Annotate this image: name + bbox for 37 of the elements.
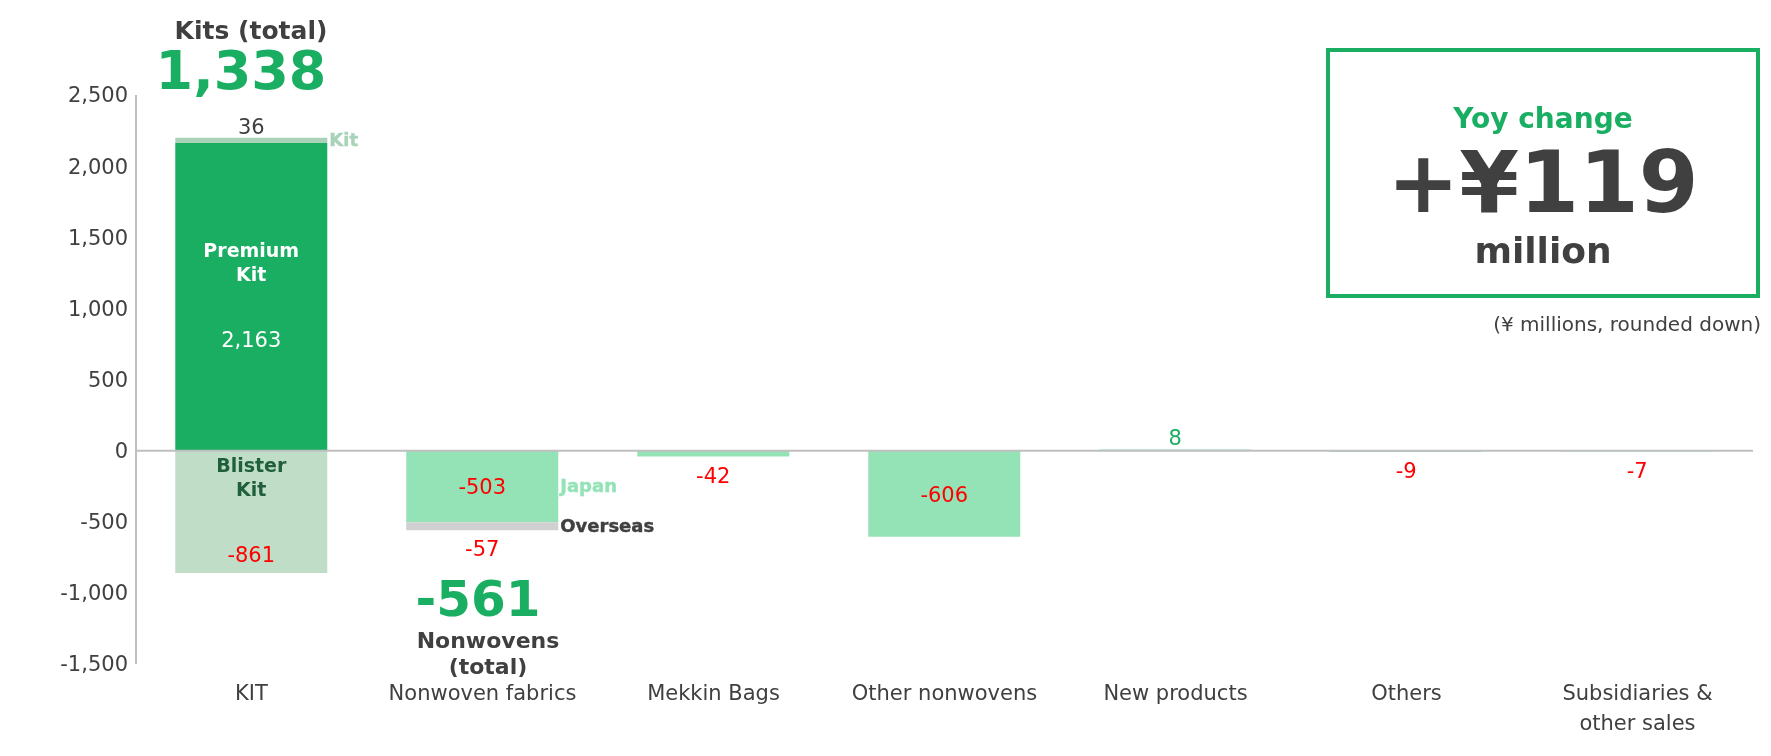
annotation: Yoy change — [1452, 102, 1634, 135]
y-tick-label: -1,500 — [60, 652, 128, 677]
data-label: -9 — [1395, 458, 1417, 483]
series-label: Overseas — [560, 515, 655, 537]
series-label: Kit — [329, 129, 359, 151]
x-tick-label: Other nonwovens — [851, 681, 1038, 705]
data-label: -503 — [458, 475, 507, 500]
y-tick-label: 2,500 — [67, 83, 128, 108]
x-tick-label: Subsidiaries & other sales — [1562, 681, 1713, 735]
x-tick-label: Nonwoven fabrics — [388, 681, 577, 705]
annotation: Nonwovens (total) — [415, 628, 561, 681]
series-label: Premium Kit — [203, 238, 300, 285]
x-tick-label: KIT — [235, 681, 269, 705]
x-tick-label: Others — [1371, 681, 1442, 705]
annotation: million — [1473, 229, 1613, 271]
y-tick-label: 2,000 — [67, 154, 128, 179]
y-tick-label: 1,000 — [67, 296, 128, 321]
data-label: -42 — [696, 463, 731, 488]
x-tick-label: New products — [1103, 681, 1248, 705]
text: Kits (total) — [173, 16, 329, 45]
data-label: 2,163 — [221, 327, 282, 352]
data-label: -861 — [227, 542, 276, 567]
y-tick-label: 500 — [87, 367, 128, 392]
data-label: -57 — [465, 537, 500, 562]
y-tick-label: -1,000 — [60, 581, 128, 606]
series-label: Blister Kit — [216, 453, 287, 500]
annotation: (¥ millions, rounded down) — [1493, 312, 1761, 336]
data-label: -606 — [920, 482, 969, 507]
x-tick-label: Mekkin Bags — [647, 681, 780, 705]
data-label: -7 — [1626, 458, 1648, 483]
data-label: 36 — [237, 114, 265, 139]
data-label: 8 — [1168, 426, 1182, 451]
series-label: Japan — [558, 475, 617, 497]
y-tick-label: -500 — [80, 510, 128, 535]
annotation: -561 — [414, 570, 542, 628]
y-tick-label: 0 — [114, 439, 128, 464]
y-tick-label: 1,500 — [67, 225, 128, 250]
